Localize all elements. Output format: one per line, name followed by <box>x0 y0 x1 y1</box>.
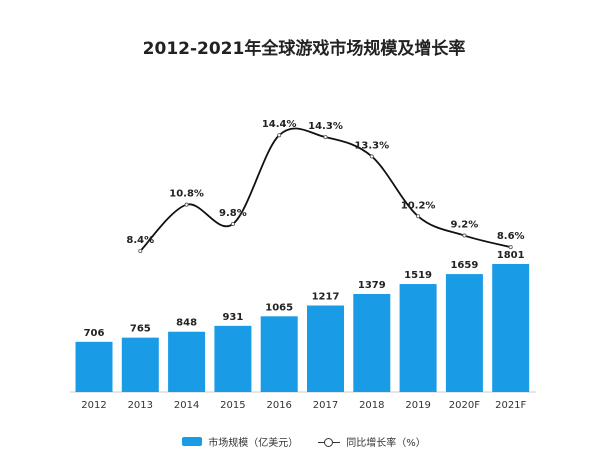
growth-point <box>277 133 282 138</box>
legend-line-label: 同比增长率（%） <box>346 438 426 449</box>
bar <box>353 293 391 392</box>
bar-value-label: 1379 <box>358 280 386 291</box>
bar-value-label: 1519 <box>404 270 432 281</box>
bar-value-label: 706 <box>84 328 105 339</box>
growth-point <box>323 135 328 140</box>
x-tick-label: 2016 <box>266 400 291 411</box>
growth-point <box>184 202 189 207</box>
growth-value-label: 14.3% <box>308 121 343 132</box>
x-tick-label: 2019 <box>405 400 430 411</box>
chart-title: 2012-2021年全球游戏市场规模及增长率 <box>142 39 466 59</box>
bar-value-label: 848 <box>176 318 197 329</box>
x-tick-label: 2014 <box>174 400 199 411</box>
growth-line <box>139 127 511 252</box>
bar <box>121 337 159 392</box>
bar-value-label: 1217 <box>312 292 340 303</box>
growth-point <box>462 233 467 238</box>
growth-point <box>416 214 421 219</box>
x-tick-label: 2021F <box>495 400 526 411</box>
bar-value-label: 765 <box>130 324 151 335</box>
growth-point <box>138 248 143 253</box>
growth-point <box>508 245 513 250</box>
bar-value-label: 1659 <box>450 260 478 271</box>
growth-point <box>230 221 235 226</box>
bar <box>445 274 483 392</box>
bar <box>75 341 113 392</box>
x-tick-label: 2012 <box>81 400 106 411</box>
bar <box>492 264 530 392</box>
bar <box>399 284 437 392</box>
growth-value-label: 8.6% <box>497 231 525 242</box>
growth-value-label: 10.2% <box>401 200 436 211</box>
bar <box>168 331 206 392</box>
bar <box>260 316 298 392</box>
legend: 市场规模（亿美元） 同比增长率（%） <box>0 434 608 449</box>
bar <box>307 305 344 392</box>
growth-value-label: 10.8% <box>169 189 204 200</box>
legend-line-icon <box>318 437 341 447</box>
bar-value-label: 1065 <box>265 302 293 313</box>
growth-value-label: 8.4% <box>126 235 154 246</box>
growth-value-label: 14.4% <box>262 119 297 130</box>
x-tick-label: 2018 <box>359 400 384 411</box>
bar-value-label: 931 <box>222 312 243 323</box>
x-tick-label: 2013 <box>128 400 153 411</box>
x-tick-label: 2017 <box>313 400 338 411</box>
growth-value-label: 13.3% <box>354 140 389 151</box>
growth-value-label: 9.8% <box>219 208 247 219</box>
legend-bar-swatch <box>182 437 203 446</box>
x-tick-label: 2020F <box>449 400 480 411</box>
bar-value-label: 1801 <box>497 250 525 261</box>
growth-value-label: 9.2% <box>451 220 479 231</box>
bar <box>214 325 252 392</box>
growth-point <box>369 154 374 159</box>
legend-bar-label: 市场规模（亿美元） <box>208 438 299 449</box>
x-tick-label: 2015 <box>220 400 245 411</box>
